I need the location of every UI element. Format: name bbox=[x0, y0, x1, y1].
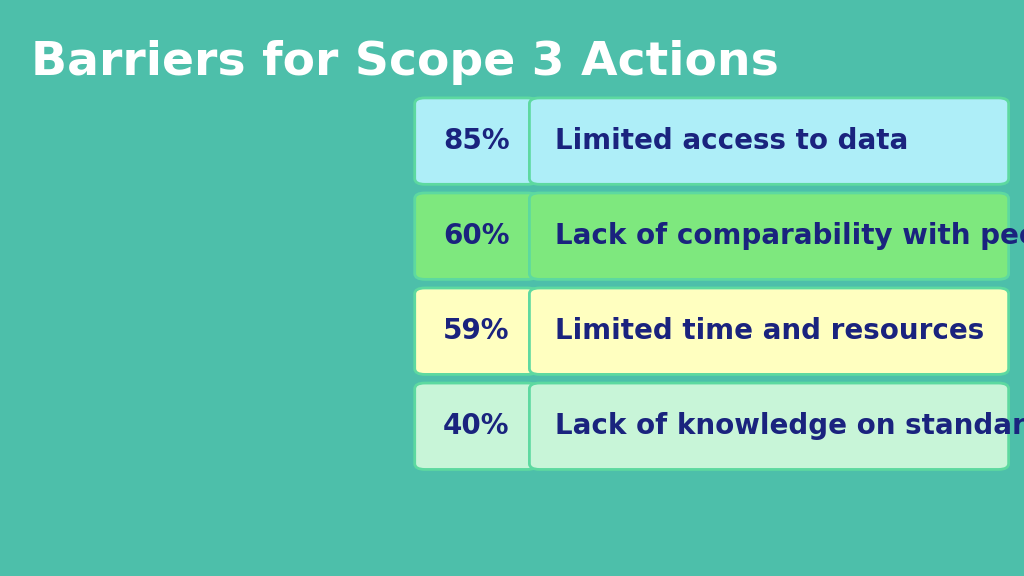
Text: Limited access to data: Limited access to data bbox=[555, 127, 908, 155]
Text: Barriers for Scope 3 Actions: Barriers for Scope 3 Actions bbox=[31, 40, 778, 85]
Text: 59%: 59% bbox=[443, 317, 509, 345]
FancyBboxPatch shape bbox=[529, 383, 1009, 469]
Text: Limited time and resources: Limited time and resources bbox=[555, 317, 984, 345]
FancyBboxPatch shape bbox=[529, 193, 1009, 279]
FancyBboxPatch shape bbox=[415, 288, 538, 374]
FancyBboxPatch shape bbox=[529, 288, 1009, 374]
Text: Lack of comparability with peers: Lack of comparability with peers bbox=[555, 222, 1024, 250]
FancyBboxPatch shape bbox=[415, 383, 538, 469]
FancyBboxPatch shape bbox=[529, 98, 1009, 184]
FancyBboxPatch shape bbox=[415, 193, 538, 279]
Text: 85%: 85% bbox=[442, 127, 510, 155]
Text: 40%: 40% bbox=[443, 412, 509, 440]
Text: Lack of knowledge on standards: Lack of knowledge on standards bbox=[555, 412, 1024, 440]
FancyBboxPatch shape bbox=[415, 98, 538, 184]
Text: 60%: 60% bbox=[443, 222, 509, 250]
